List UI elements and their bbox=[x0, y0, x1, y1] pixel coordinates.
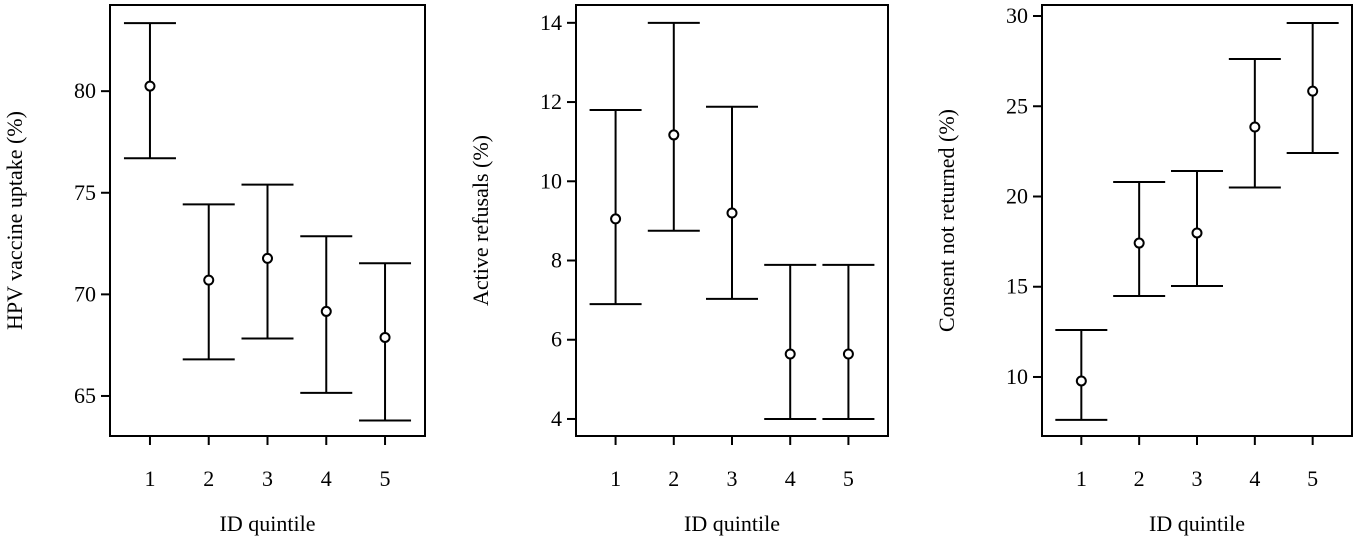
point bbox=[203, 274, 215, 286]
x-tick-label: 5 bbox=[843, 466, 854, 491]
y-tick-label: 15 bbox=[1006, 274, 1028, 299]
x-tick-label: 1 bbox=[1076, 466, 1087, 491]
y-axis-label: Consent not returned (%) bbox=[934, 109, 959, 332]
point bbox=[262, 252, 273, 264]
x-tick-label: 4 bbox=[1249, 466, 1260, 491]
x-tick-label: 2 bbox=[668, 466, 679, 491]
point bbox=[784, 348, 796, 360]
y-tick-label: 70 bbox=[74, 281, 96, 306]
y-tick-label: 25 bbox=[1006, 93, 1028, 118]
y-tick-label: 10 bbox=[1006, 364, 1028, 389]
point bbox=[726, 207, 738, 219]
y-tick-label: 6 bbox=[551, 327, 562, 352]
point bbox=[610, 213, 622, 225]
y-tick-label: 30 bbox=[1006, 3, 1028, 28]
y-axis-label: HPV vaccine uptake (%) bbox=[2, 111, 27, 330]
y-tick-label: 65 bbox=[74, 383, 96, 408]
y-tick-label: 14 bbox=[540, 10, 562, 35]
x-tick-label: 5 bbox=[1307, 466, 1318, 491]
x-tick-label: 1 bbox=[144, 466, 155, 491]
point bbox=[1191, 227, 1203, 239]
point bbox=[1075, 375, 1087, 387]
point bbox=[1249, 121, 1261, 133]
y-tick-label: 4 bbox=[551, 406, 562, 431]
x-tick-label: 3 bbox=[1192, 466, 1203, 491]
y-tick-label: 8 bbox=[551, 248, 562, 273]
y-tick-label: 10 bbox=[540, 168, 562, 193]
point bbox=[320, 305, 332, 317]
y-tick-label: 20 bbox=[1006, 183, 1028, 208]
point bbox=[144, 80, 156, 92]
x-tick-label: 5 bbox=[380, 466, 391, 491]
x-tick-label: 2 bbox=[203, 466, 214, 491]
x-tick-label: 1 bbox=[610, 466, 621, 491]
point bbox=[1307, 85, 1319, 97]
y-axis-label: Active refusals (%) bbox=[468, 135, 493, 306]
point bbox=[1133, 237, 1145, 249]
x-tick-label: 4 bbox=[321, 466, 332, 491]
point bbox=[379, 331, 391, 343]
x-tick-label: 3 bbox=[262, 466, 273, 491]
x-tick-label: 4 bbox=[785, 466, 796, 491]
y-tick-label: 80 bbox=[74, 78, 96, 103]
x-axis-label: ID quintile bbox=[684, 511, 780, 536]
point bbox=[842, 348, 854, 360]
point bbox=[668, 129, 680, 141]
x-axis-label: ID quintile bbox=[220, 511, 316, 536]
y-tick-label: 12 bbox=[540, 89, 562, 114]
x-tick-label: 2 bbox=[1134, 466, 1145, 491]
x-axis-label: ID quintile bbox=[1149, 511, 1245, 536]
x-tick-label: 3 bbox=[727, 466, 738, 491]
y-tick-label: 75 bbox=[74, 180, 96, 205]
